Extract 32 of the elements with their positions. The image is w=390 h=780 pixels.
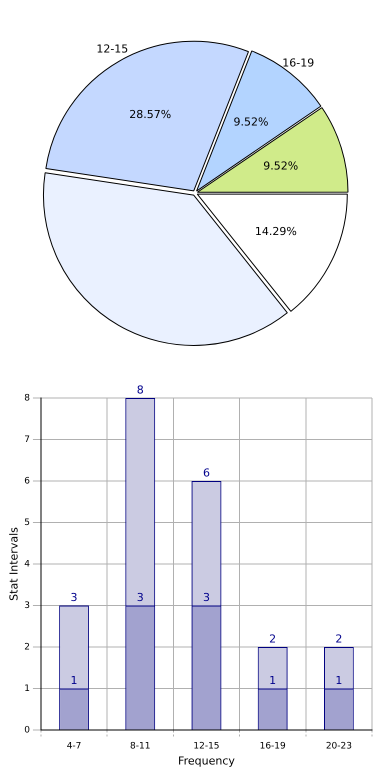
y-tick-label: 3: [24, 600, 30, 611]
x-tick-label: 8-11: [130, 742, 150, 752]
y-tick-label: 1: [24, 684, 30, 694]
data-label: 9.52%: [263, 159, 298, 172]
data-label: 1: [335, 674, 342, 687]
y-tick-label: 0: [24, 725, 30, 736]
total-label: 3: [70, 590, 78, 604]
y-tick-label: 8: [24, 393, 30, 404]
total-label: 2: [335, 632, 342, 646]
y-axis-title: Stat Intervals: [7, 526, 20, 601]
data-label: 14.29%: [254, 224, 297, 238]
total-label: 2: [269, 632, 276, 646]
slice-label: 16-19: [282, 56, 314, 70]
x-tick-label: 12-15: [193, 742, 220, 752]
x-tick-label: 4-7: [66, 742, 82, 752]
y-tick-label: 2: [24, 642, 30, 652]
data-label: 9.52%: [233, 116, 268, 129]
data-label: 3: [202, 590, 210, 604]
total-label: 6: [202, 466, 210, 480]
slice-label: 12-15: [96, 42, 128, 56]
y-tick-label: 6: [24, 476, 30, 486]
x-axis-title: Frequency: [178, 754, 236, 768]
x-tick-label: 20-23: [326, 742, 352, 752]
data-label: 3: [136, 590, 144, 604]
y-tick-label: 4: [24, 559, 30, 570]
data-label: 1: [70, 674, 78, 687]
total-label: 8: [136, 383, 144, 396]
y-tick-label: 5: [24, 518, 30, 528]
data-label: 28.57%: [129, 108, 172, 122]
y-tick-label: 7: [24, 434, 30, 445]
data-label: 1: [269, 674, 276, 687]
x-tick-label: 16-19: [260, 742, 286, 752]
